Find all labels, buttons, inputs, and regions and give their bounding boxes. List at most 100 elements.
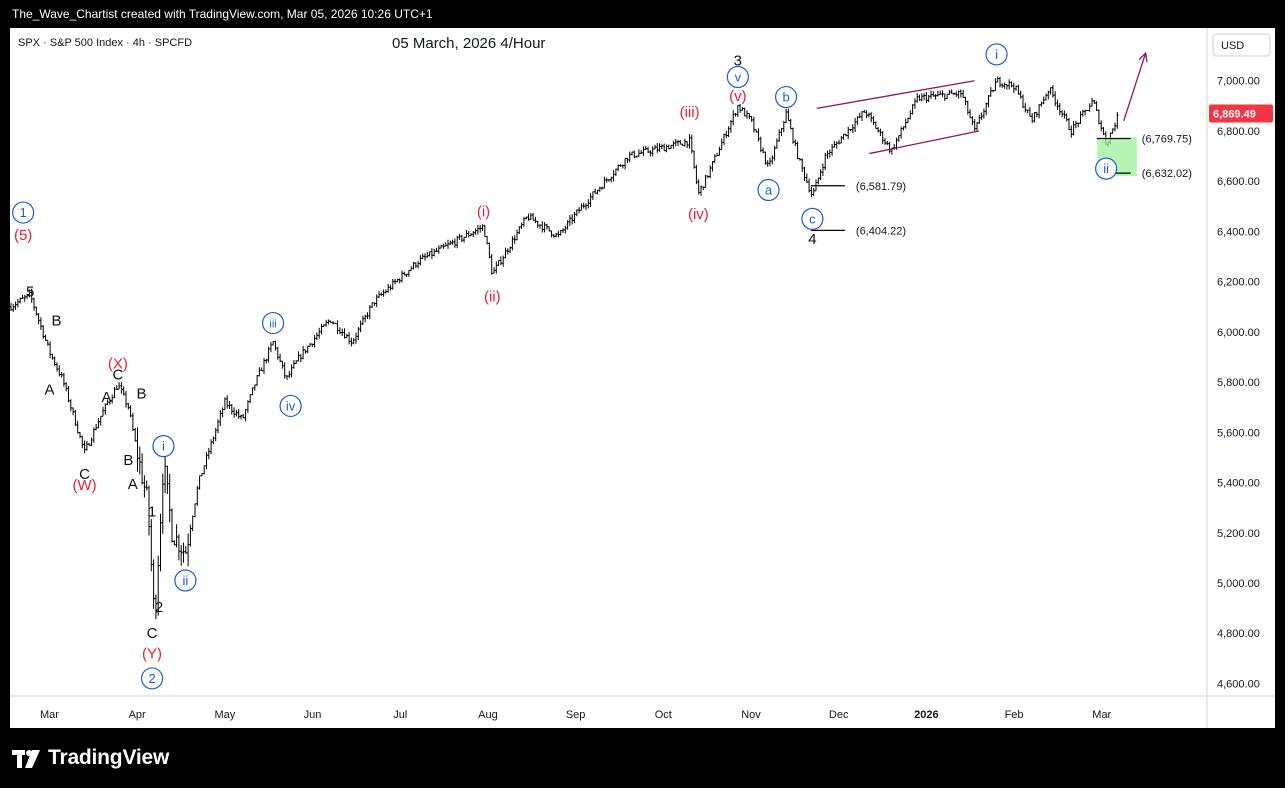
price-chart[interactable]: (6,581.79) (6,404.22) (6,769.75) (6,632.02)… [10, 28, 1275, 728]
y-tick-label: 6,800.00 [1217, 126, 1260, 138]
last-price-tag [1209, 104, 1273, 123]
wave-label-circle [261, 311, 285, 335]
candlestick-series [10, 76, 1119, 620]
y-tick-label: 5,200.00 [1217, 528, 1260, 540]
wave-label-circle [152, 435, 175, 458]
y-tick-label: 7,000.00 [1217, 76, 1260, 88]
level-label: (6,581.79) [856, 181, 906, 193]
wave-label: (iv) [688, 206, 709, 223]
wave-label: 2 [148, 671, 155, 686]
wave-label: c [809, 211, 816, 226]
tradingview-logo[interactable]: TradingView [12, 746, 172, 772]
wave-label: (5) [14, 227, 32, 244]
wave-label: ii [1103, 161, 1109, 176]
x-tick-label: Apr [129, 709, 146, 721]
currency-button [1212, 33, 1271, 57]
y-tick-label: 5,600.00 [1217, 427, 1260, 439]
wave-label: iv [286, 398, 296, 413]
y-tick-label: 6,400.00 [1217, 226, 1260, 238]
wave-label: iii [269, 319, 276, 331]
x-tick-label: May [214, 709, 235, 721]
x-tick-label: Aug [478, 709, 498, 721]
x-tick-label: Mar [40, 709, 59, 721]
wave-label: (X) [108, 355, 128, 372]
bottom-bar [0, 728, 1285, 788]
y-tick-label: 6,600.00 [1217, 176, 1260, 188]
x-tick-label: Jun [304, 709, 322, 721]
wave-label: (iii) [680, 104, 700, 121]
wave-label: 1 [148, 503, 156, 520]
wave-label: 5 [26, 284, 34, 301]
x-tick-label: Mar [1092, 709, 1111, 721]
wave-label: 2 [155, 599, 163, 616]
x-tick-label: Dec [829, 709, 849, 721]
wave-label: v [735, 69, 742, 84]
wave-label: (i) [477, 203, 490, 220]
wave-label: B [51, 313, 61, 330]
y-tick-label: 5,800.00 [1217, 377, 1260, 389]
wave-label: a [765, 182, 773, 197]
currency-label: USD [1221, 40, 1244, 52]
wave-label: C [112, 367, 123, 384]
wave-label: i [162, 439, 165, 454]
channel-line [869, 130, 980, 155]
y-tick-label: 5,400.00 [1217, 478, 1260, 490]
chart-text: SPX · S&P 500 Index · 4h · SPCFD 05 March… [18, 35, 545, 52]
y-tick-label: 5,000.00 [1217, 578, 1260, 590]
level-label: (6,404.22) [856, 225, 906, 237]
tradingview-logo-icon [12, 750, 40, 768]
wave-label-circle [174, 569, 197, 592]
projection-arrowhead [1138, 51, 1148, 63]
wave-label: A [101, 389, 111, 406]
wave-label-circle [985, 43, 1008, 66]
wave-label: 3 [734, 53, 742, 70]
wave-label-circle [12, 201, 35, 224]
level-label: (6,632.02) [1142, 168, 1192, 180]
y-axis[interactable]: 7,000.00 6,800.00 6,600.00 6,400.00 6,200.00… [1206, 28, 1273, 728]
wave-label: (ii) [484, 289, 501, 306]
x-tick-label: 2026 [914, 709, 938, 721]
wave-annotations: (6,581.79) (6,404.22) (6,769.75) (6,632.02)… [12, 43, 1192, 690]
wave-label: B [123, 452, 133, 469]
wave-label: B [137, 385, 147, 402]
wave-label: 1 [20, 205, 27, 220]
wave-label-circle [757, 178, 780, 202]
projection-arrow [1123, 52, 1147, 122]
wave-label: 4 [808, 231, 816, 248]
wave-label: i [995, 47, 998, 62]
wave-label: (v) [729, 88, 747, 105]
chart-panel[interactable]: (6,581.79) (6,404.22) (6,769.75) (6,632.02)… [10, 28, 1275, 728]
level-label: (6,769.75) [1142, 134, 1192, 146]
wave-label: (Y) [142, 645, 162, 662]
wave-label: (W) [72, 477, 96, 494]
y-tick-label: 6,000.00 [1217, 327, 1260, 339]
wave-label: C [147, 625, 158, 642]
wave-label: A [128, 476, 138, 493]
wave-label: A [44, 382, 54, 399]
x-tick-label: Feb [1005, 709, 1024, 721]
top-caption-bar: The_Wave_Chartist created with TradingVi… [0, 0, 1285, 28]
wave-label-circle [774, 85, 798, 109]
wave-label: b [782, 90, 789, 105]
x-tick-label: Nov [741, 709, 761, 721]
wave-label-circle [801, 207, 824, 230]
wave-label-circle [726, 65, 749, 89]
wave-label: ii [182, 573, 188, 588]
x-tick-label: Jul [393, 709, 407, 721]
tradingview-brand: TradingView [48, 746, 170, 769]
x-tick-label: Oct [655, 709, 672, 721]
wave-label: C [79, 466, 90, 483]
caption-text: The_Wave_Chartist created with TradingVi… [12, 7, 433, 21]
x-tick-label: Sep [566, 709, 586, 721]
x-axis[interactable]: Mar Apr May Jun Jul Aug Sep Oct Nov Dec 2026 Feb Mar [10, 695, 1275, 721]
symbol-line: SPX · S&P 500 Index · 4h · SPCFD [18, 37, 192, 49]
channel-line [816, 80, 975, 110]
wave-label-circle [279, 394, 302, 418]
y-tick-label: 4,600.00 [1217, 678, 1260, 690]
y-tick-label: 6,200.00 [1217, 277, 1260, 289]
y-tick-label: 4,800.00 [1217, 628, 1260, 640]
chart-title: 05 March, 2026 4/Hour [392, 35, 545, 52]
wave-label-circle [1095, 157, 1118, 180]
last-price-label: 6,869.49 [1213, 109, 1256, 121]
wave-label-circle [140, 667, 164, 690]
